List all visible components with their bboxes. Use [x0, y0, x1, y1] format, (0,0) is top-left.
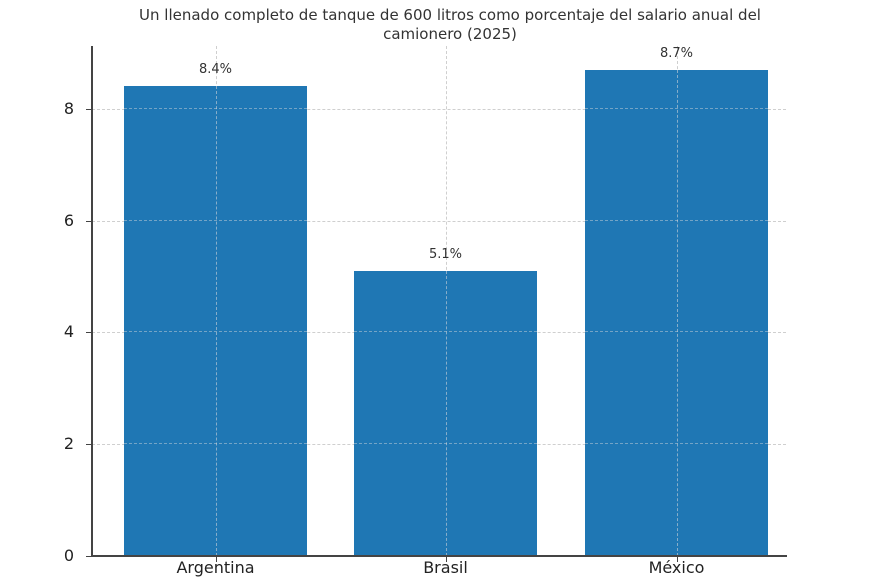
bar-gridline	[585, 443, 768, 445]
y-gridline	[92, 220, 786, 222]
y-gridline	[92, 108, 786, 110]
data-label: 8.4%	[198, 62, 233, 78]
x-axis	[91, 555, 787, 557]
bar-gridline	[124, 331, 307, 333]
bar-gridline	[585, 331, 768, 333]
bar-gridline	[124, 219, 307, 221]
bar-argentina	[124, 86, 307, 556]
bar-gridline	[354, 443, 537, 445]
y-tick	[86, 220, 91, 222]
y-tick	[86, 332, 91, 334]
y-tick-label: 2	[63, 434, 74, 454]
y-tick	[86, 108, 91, 110]
y-tick-label: 8	[63, 98, 74, 118]
chart-title-line-1: Un llenado completo de tanque de 600 lit…	[139, 6, 761, 24]
x-tick	[676, 557, 678, 562]
bar-gridline	[585, 219, 768, 221]
chart-title-line-2: camionero (2025)	[383, 25, 517, 43]
bar-gridline	[585, 107, 768, 109]
bar-gridline	[445, 270, 447, 556]
x-tick-label: Brasil	[423, 558, 468, 577]
data-label: 5.1%	[428, 246, 463, 262]
y-tick	[86, 444, 91, 446]
y-tick	[86, 556, 91, 557]
bar-gridline	[215, 86, 217, 556]
bar-brasil	[354, 270, 537, 556]
data-label: 8.7%	[659, 45, 694, 61]
x-tick	[215, 557, 217, 562]
bar-gridline	[676, 69, 678, 556]
bar-gridline	[124, 107, 307, 109]
y-tick-label: 4	[63, 322, 74, 342]
y-axis	[91, 46, 93, 557]
bar-gridline	[124, 443, 307, 445]
x-tick	[445, 557, 447, 562]
plot-area	[92, 46, 786, 556]
bar-gridline	[354, 331, 537, 333]
chart-title: Un llenado completo de tanque de 600 lit…	[0, 6, 870, 44]
y-tick-label: 0	[63, 546, 74, 565]
y-tick-label: 6	[63, 210, 74, 230]
x-tick-label: México	[648, 558, 705, 577]
x-tick-label: Argentina	[176, 558, 255, 577]
bar-méxico	[585, 69, 768, 556]
